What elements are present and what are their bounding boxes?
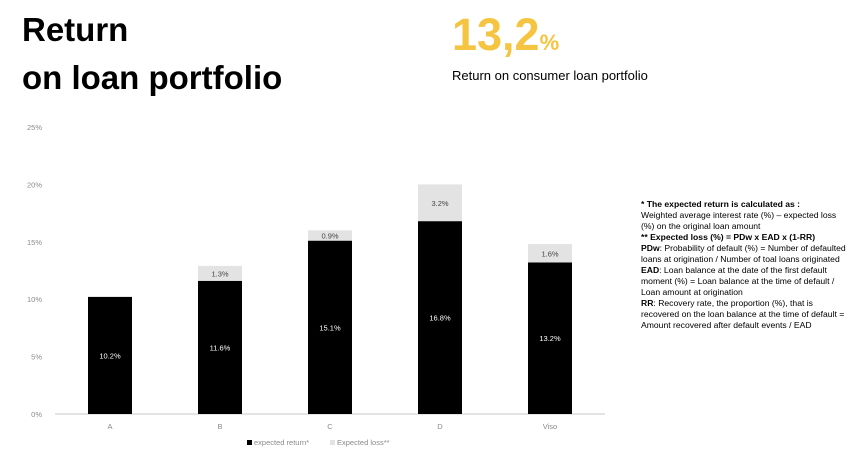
data-label: 16.8% — [429, 314, 451, 323]
data-label: 13.2% — [539, 334, 561, 343]
bar-segment-expected-return — [528, 262, 572, 414]
y-tick-label: 5% — [31, 353, 42, 362]
footnote-line: ** Expected loss (%) = PDw x EAD x (1-RR… — [641, 232, 849, 243]
footnote-line: Weighted average interest rate (%) – exp… — [641, 210, 849, 232]
bar-segment-expected-loss — [528, 244, 572, 263]
bar-segment-expected-return — [308, 240, 352, 414]
data-label: 10.2% — [99, 351, 121, 360]
title-line-2: on loan portfolio — [22, 59, 283, 96]
footnotes: * The expected return is calculated as :… — [641, 199, 849, 331]
x-tick-label: C — [327, 422, 333, 431]
footnote-term: * The expected return is calculated as : — [641, 199, 801, 209]
footnote-line: EAD: Loan balance at the date of the fir… — [641, 265, 849, 298]
y-tick-label: 0% — [31, 410, 42, 419]
legend-swatch — [247, 440, 252, 445]
title-line-1: Return — [22, 11, 129, 48]
data-label: 15.1% — [319, 323, 341, 332]
x-tick-label: B — [217, 422, 222, 431]
footnote-line: * The expected return is calculated as : — [641, 199, 849, 210]
stacked-bar-chart: 0% 5% 10% 15% 20% 25% 10.2% A 11.6% 1.3% B 15.1% 0.9… — [27, 123, 605, 447]
footnote-term: ** Expected loss (%) = PDw x EAD x (1-RR… — [641, 232, 816, 242]
bar-segment-expected-loss — [198, 265, 242, 281]
y-tick-label: 10% — [27, 295, 42, 304]
y-tick-label: 15% — [27, 238, 42, 247]
x-tick-label: D — [437, 422, 443, 431]
kpi-value: 13,2% — [452, 12, 559, 57]
data-label: 1.6% — [541, 249, 558, 258]
data-label: 11.6% — [210, 343, 231, 352]
footnote-line: PDw: Probability of default (%) = Number… — [641, 243, 849, 265]
footnote-term: EAD — [641, 265, 660, 275]
kpi-caption: Return on consumer loan portfolio — [452, 68, 648, 83]
legend-label: expected return* — [254, 438, 309, 447]
bar-segment-expected-loss — [308, 230, 352, 241]
data-label: 3.2% — [431, 199, 448, 208]
y-tick-label: 25% — [27, 123, 42, 132]
data-label: 1.3% — [211, 269, 228, 278]
footnote-line: RR: Recovery rate, the proportion (%), t… — [641, 298, 849, 331]
bar-segment-expected-return — [418, 221, 462, 414]
footnote-text: : Loan balance at the date of the first … — [641, 265, 835, 297]
footnote-term: PDw — [641, 243, 660, 253]
data-label: 0.9% — [321, 231, 338, 240]
footnote-text: : Probability of default (%) = Number of… — [641, 243, 846, 264]
kpi-unit: % — [539, 30, 560, 55]
kpi-number: 13,2 — [452, 9, 540, 60]
page-title: Return on loan portfolio — [22, 6, 282, 102]
footnote-text: Weighted average interest rate (%) – exp… — [641, 210, 837, 231]
y-tick-label: 20% — [27, 180, 42, 189]
bar-segment-expected-return — [88, 296, 132, 414]
bar-segment-expected-loss — [418, 184, 462, 222]
x-tick-label: A — [107, 422, 112, 431]
legend-swatch — [330, 440, 335, 445]
bar-segment-expected-return — [198, 280, 242, 414]
legend-label: Expected loss** — [337, 438, 390, 447]
footnote-term: RR — [641, 298, 654, 308]
footnote-text: : Recovery rate, the proportion (%), tha… — [641, 298, 845, 330]
x-tick-label: Viso — [543, 422, 557, 431]
